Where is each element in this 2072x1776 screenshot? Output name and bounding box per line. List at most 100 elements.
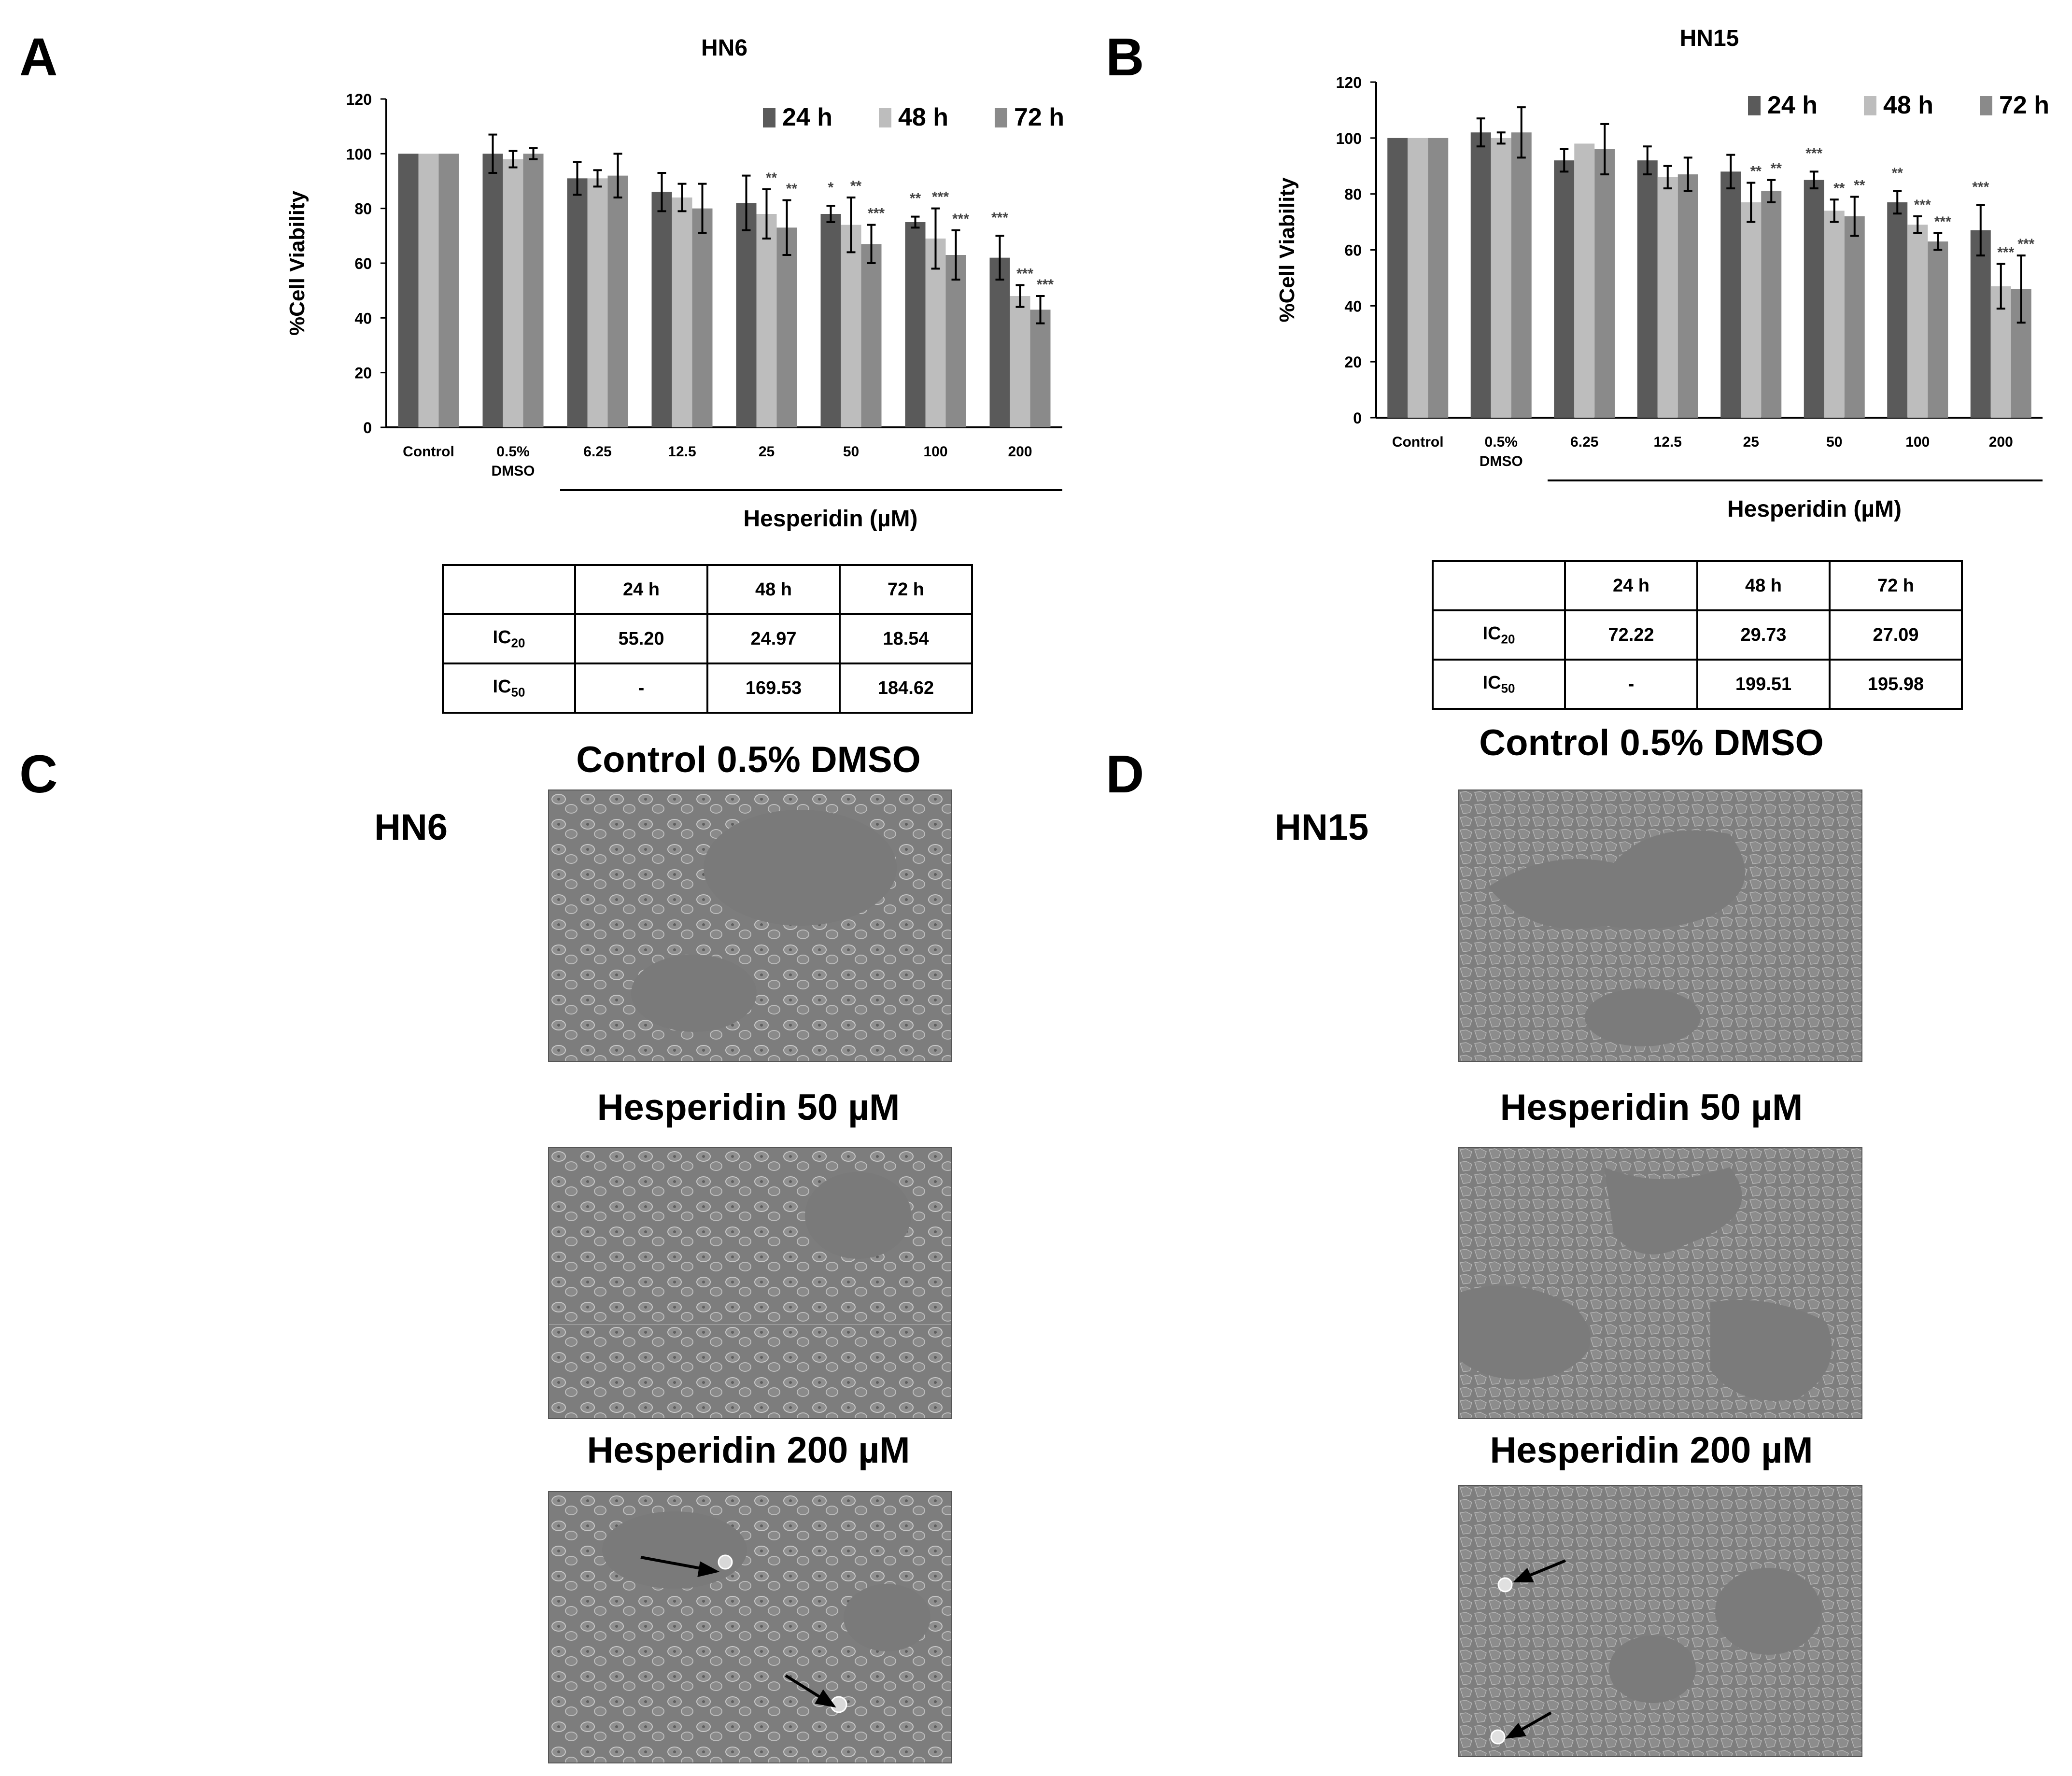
y-tick-label: 80 — [1344, 186, 1362, 203]
cell-line-label-hn15: HN15 — [1275, 807, 1369, 848]
cell-micrograph — [549, 1148, 951, 1418]
bar — [1574, 143, 1595, 418]
ic-table-hn15: 24 h 48 h 72 h IC20 72.22 29.73 27.09 IC… — [1432, 560, 1963, 710]
table-header-cell: 24 h — [1564, 560, 1698, 611]
micrograph-image-hn6-200um — [548, 1491, 952, 1763]
bar — [1491, 138, 1511, 418]
y-tick-label: 60 — [354, 255, 372, 272]
bar — [756, 214, 777, 427]
significance-mark: ** — [1750, 164, 1762, 180]
cell-micrograph — [549, 1492, 951, 1762]
x-tick-label: 0.5% — [496, 444, 529, 460]
x-tick-label: DMSO — [492, 463, 535, 479]
significance-mark: *** — [1972, 179, 1989, 195]
legend-label: 72 h — [1014, 103, 1064, 131]
significance-mark: *** — [1997, 244, 2014, 260]
micrograph-image-hn6-control — [548, 789, 952, 1062]
bar — [692, 208, 713, 427]
significance-mark: ** — [850, 178, 862, 194]
micrograph-title: Hesperidin 200 µM — [587, 1430, 910, 1471]
x-tick-label: 50 — [843, 444, 859, 460]
table-cell: 184.62 — [839, 662, 973, 714]
micrograph-title: Control 0.5% DMSO — [1479, 722, 1824, 763]
bar — [1761, 191, 1782, 418]
table-row: IC50 - 199.51 195.98 — [1432, 659, 1963, 710]
table-header-cell — [1432, 560, 1566, 611]
legend-swatch — [1864, 96, 1876, 115]
chart-title: HN15 — [1680, 26, 1739, 51]
bar — [1970, 230, 1991, 418]
arrow-icon — [1505, 1559, 1566, 1739]
table-cell: 55.20 — [574, 613, 708, 664]
cell-line-label-hn6: HN6 — [374, 807, 448, 848]
table-header-row: 24 h 48 h 72 h — [1432, 560, 1963, 611]
significance-mark: ** — [1892, 165, 1903, 181]
table-cell: 195.98 — [1829, 659, 1963, 710]
bar — [651, 192, 672, 427]
bar — [482, 154, 503, 427]
x-tick-label: 200 — [1008, 444, 1032, 460]
bar — [607, 175, 628, 428]
bar — [1677, 174, 1698, 418]
y-tick-label: 40 — [1344, 297, 1362, 315]
table-cell: 24.97 — [706, 613, 841, 664]
bar-chart-hn15: HN15 0 20 40 60 80 100 120 %Cell Viability Contro… — [1275, 26, 2049, 522]
bar — [989, 257, 1010, 427]
legend-label: 72 h — [1999, 91, 2049, 119]
bar — [1470, 132, 1491, 418]
bar — [841, 225, 861, 427]
table-cell: 29.73 — [1696, 609, 1831, 661]
bar — [587, 178, 608, 427]
table-cell: 199.51 — [1696, 659, 1831, 710]
legend-label: 48 h — [1883, 91, 1933, 119]
bar — [1907, 225, 1928, 418]
bar — [945, 255, 966, 427]
x-tick-label: 12.5 — [1654, 434, 1682, 450]
significance-mark: *** — [952, 211, 969, 227]
x-tick-label: 200 — [1989, 434, 2013, 450]
chart-title: HN6 — [701, 35, 747, 61]
bar — [523, 154, 544, 427]
ic-table-hn6: 24 h 48 h 72 h IC20 55.20 24.97 18.54 IC… — [442, 564, 973, 714]
y-tick-label: 100 — [1336, 130, 1362, 147]
significance-mark: ** — [910, 191, 921, 207]
bar — [1637, 160, 1658, 418]
bar — [1844, 216, 1865, 418]
bar — [925, 239, 946, 427]
bar — [1428, 138, 1449, 418]
bar — [1511, 132, 1532, 418]
significance-mark: *** — [1934, 214, 1951, 230]
micrograph-image-hn6-50um — [548, 1147, 952, 1419]
significance-mark: ** — [1854, 177, 1865, 193]
legend-swatch — [995, 108, 1007, 127]
x-axis-label: Hesperidin (µM) — [743, 506, 917, 532]
legend-label: 24 h — [782, 103, 832, 131]
cell-micrograph — [1459, 1148, 1861, 1418]
significance-mark: *** — [1016, 266, 1033, 282]
legend-label: 48 h — [898, 103, 948, 131]
table-cell: - — [574, 662, 708, 714]
significance-mark: *** — [932, 189, 949, 205]
cell-micrograph — [1459, 790, 1861, 1061]
micrograph-title: Hesperidin 50 µM — [597, 1087, 900, 1128]
table-row: IC20 55.20 24.97 18.54 — [442, 613, 973, 664]
bar — [1657, 177, 1678, 418]
table-header-cell: 48 h — [706, 564, 841, 615]
bar — [438, 154, 459, 427]
x-axis-label: Hesperidin (µM) — [1727, 496, 1902, 522]
y-tick-label: 100 — [346, 145, 372, 163]
row-label-ic50: IC50 — [1432, 659, 1566, 710]
bar — [1887, 202, 1908, 418]
table-cell: 27.09 — [1829, 609, 1963, 661]
micrograph-title: Hesperidin 200 µM — [1490, 1430, 1813, 1471]
bar — [503, 159, 523, 428]
cell-micrograph — [1459, 1486, 1861, 1756]
significance-mark: ** — [786, 181, 798, 197]
significance-mark: *** — [1914, 197, 1931, 213]
table-header-cell: 24 h — [574, 564, 708, 615]
bar — [736, 203, 757, 427]
significance-mark: *** — [991, 210, 1008, 226]
x-tick-label: 12.5 — [668, 444, 696, 460]
bar — [861, 244, 882, 427]
table-row: IC50 - 169.53 184.62 — [442, 662, 973, 714]
